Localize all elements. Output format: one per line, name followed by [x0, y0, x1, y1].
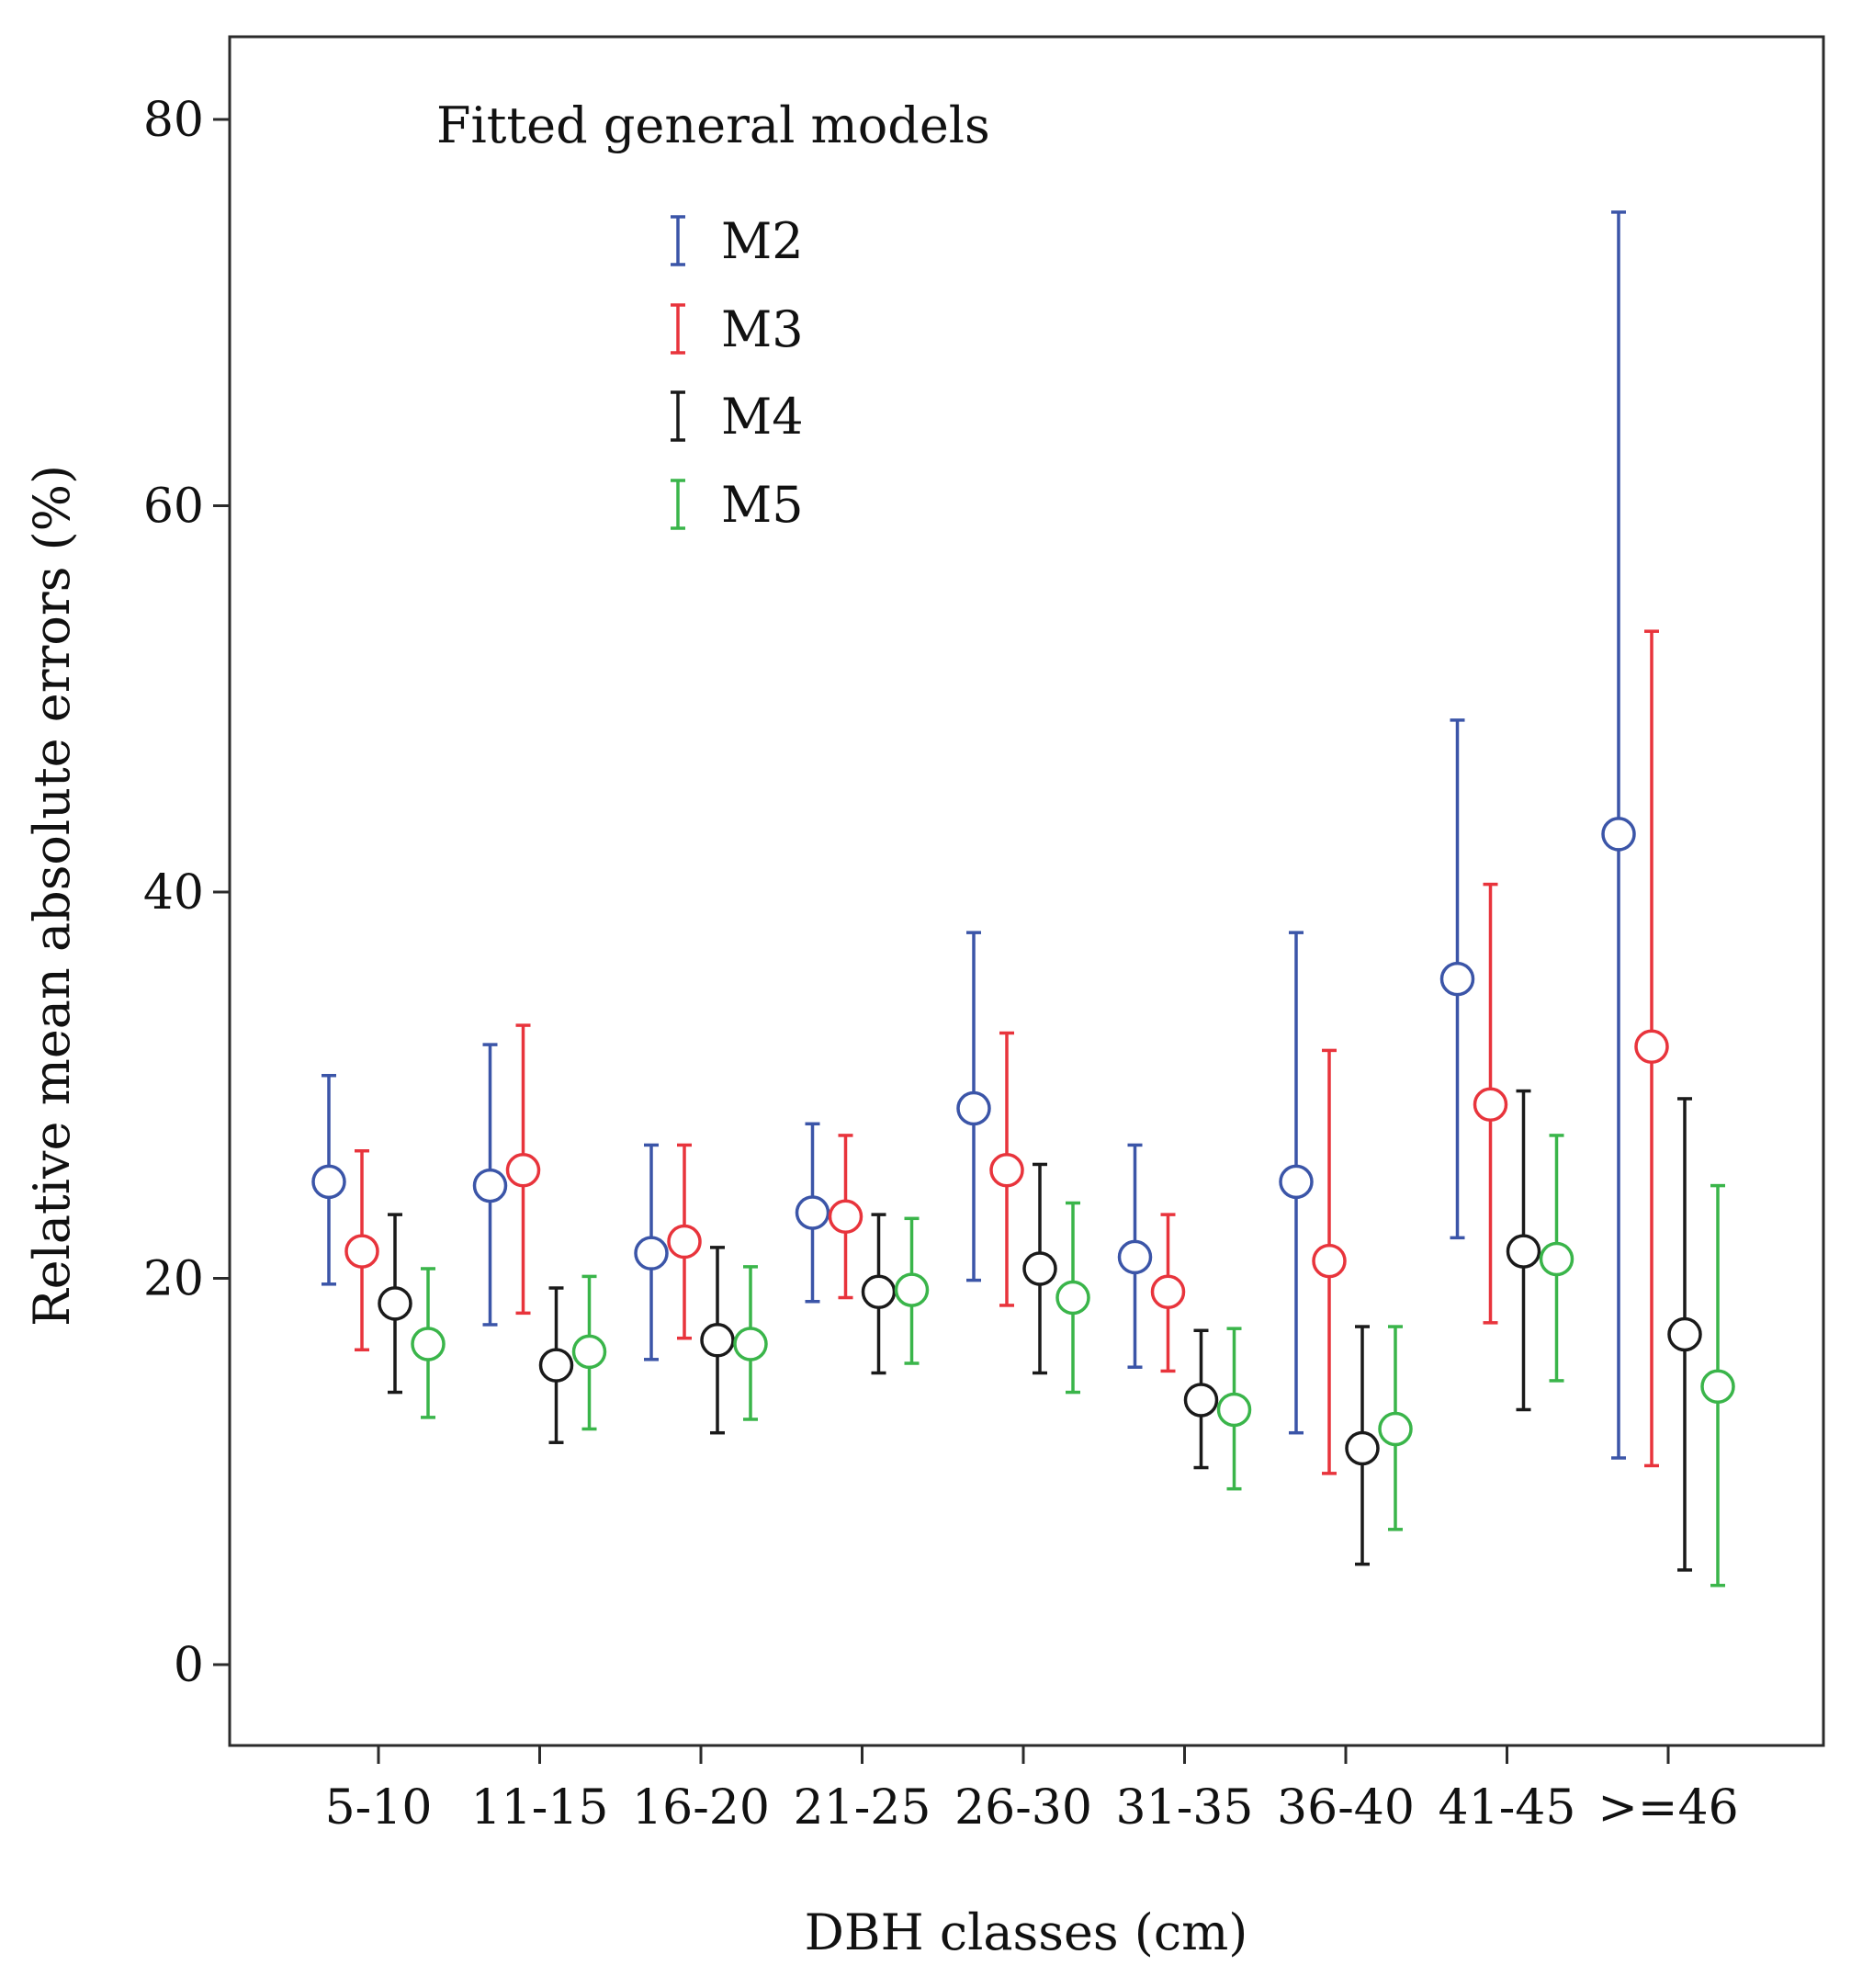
mean-point: [505, 1153, 541, 1188]
y-axis-ticks: 0 20 40 60 80: [143, 93, 230, 1693]
mean-point: [894, 1272, 930, 1307]
legend-item-m4: M4: [671, 388, 804, 446]
mean-point: [1634, 1029, 1669, 1064]
mean-point: [1601, 817, 1636, 852]
mean-point: [795, 1195, 830, 1230]
mean-point: [1506, 1234, 1541, 1269]
mean-point: [1022, 1251, 1057, 1286]
x-tick-label: >=46: [1597, 1780, 1738, 1836]
mean-point: [1345, 1430, 1380, 1466]
mean-point: [989, 1153, 1024, 1188]
mean-point: [1183, 1383, 1219, 1418]
mean-point: [733, 1327, 768, 1361]
y-tick-label: 20: [143, 1252, 204, 1307]
x-tick-label: 36-40: [1277, 1780, 1415, 1836]
mean-point: [1117, 1239, 1153, 1275]
y-tick-label: 40: [143, 865, 204, 921]
y-axis-title: Relative mean absolute errors (%): [23, 465, 81, 1327]
mean-point: [1539, 1241, 1574, 1277]
x-axis-ticks: 5-10 11-15 16-20 21-25 26-30 31-35 36-40 41-45 >…: [325, 1745, 1739, 1836]
mean-point: [378, 1286, 412, 1321]
mean-point: [538, 1348, 574, 1383]
legend-item-m3: M3: [671, 300, 804, 358]
x-tick-label: 41-45: [1439, 1780, 1576, 1836]
mean-point: [1312, 1243, 1347, 1279]
legend-label: M2: [721, 212, 804, 270]
x-tick-label: 26-30: [954, 1780, 1092, 1836]
mean-point: [411, 1327, 446, 1361]
x-tick-label: 5-10: [325, 1780, 433, 1836]
mean-point: [828, 1199, 863, 1234]
x-tick-label: 31-35: [1116, 1780, 1254, 1836]
mean-point: [311, 1164, 346, 1200]
series-m5: [411, 1134, 1735, 1587]
legend-label: M4: [721, 388, 804, 446]
mean-point: [1150, 1274, 1186, 1309]
mean-point: [956, 1090, 991, 1126]
mean-point: [1667, 1316, 1702, 1352]
x-tick-label: 11-15: [471, 1780, 609, 1836]
mean-point: [571, 1334, 607, 1370]
mean-point: [1439, 961, 1475, 997]
mean-point: [667, 1224, 702, 1259]
mean-point: [344, 1234, 379, 1269]
x-axis-title: DBH classes (cm): [805, 1903, 1248, 1961]
legend-item-m2: M2: [671, 212, 804, 270]
mean-point: [1216, 1392, 1252, 1428]
x-tick-label: 16-20: [632, 1780, 770, 1836]
mean-point: [472, 1168, 508, 1203]
y-tick-label: 0: [174, 1638, 204, 1693]
series-m4: [378, 1089, 1702, 1572]
mean-point: [1473, 1087, 1508, 1123]
legend-item-m5: M5: [671, 476, 804, 534]
mean-point: [861, 1274, 897, 1309]
mean-point: [700, 1323, 735, 1358]
mean-point: [1055, 1280, 1090, 1316]
y-tick-label: 80: [143, 93, 204, 148]
series-m2: [311, 210, 1636, 1460]
mean-point: [634, 1236, 669, 1271]
x-tick-label: 21-25: [794, 1780, 931, 1836]
y-tick-label: 60: [143, 480, 204, 535]
mean-point: [1279, 1164, 1314, 1200]
legend-title: Fitted general models: [436, 96, 990, 154]
mean-point: [1700, 1369, 1735, 1404]
legend-label: M3: [721, 300, 804, 358]
series-layer: [311, 210, 1735, 1587]
legend-label: M5: [721, 476, 804, 534]
mean-point: [1378, 1411, 1413, 1447]
legend: Fitted general models M2 M3 M4 M5: [436, 96, 990, 534]
series-m3: [344, 629, 1669, 1475]
